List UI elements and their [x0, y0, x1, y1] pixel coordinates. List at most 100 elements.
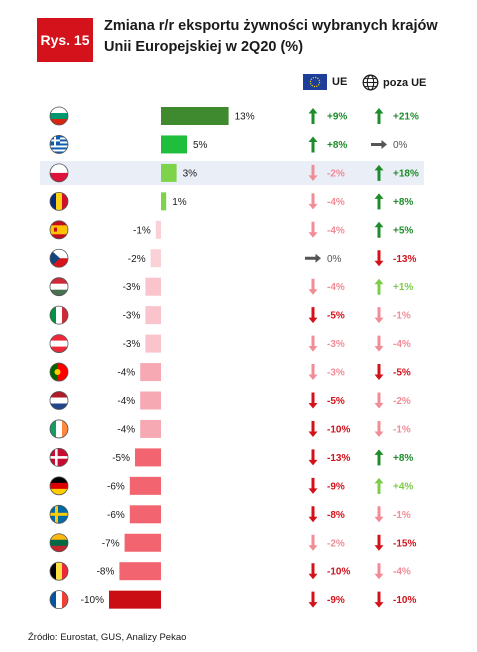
flag-dk-icon [49, 447, 69, 467]
chart-title: Zmiana r/r eksportu żywności wybranych k… [104, 18, 438, 55]
non-eu-up-light-arrow-icon [374, 477, 384, 494]
bar-es [155, 220, 161, 239]
value-label-hu: -3% [123, 282, 141, 293]
non-eu-change-es: +5% [393, 225, 413, 236]
eu-down-light-arrow-icon [308, 534, 318, 551]
bar-ro [161, 192, 167, 211]
non-eu-change-dk: +8% [393, 453, 413, 464]
eu-change-pt: -3% [327, 368, 345, 379]
eu-change-at: -3% [327, 339, 345, 350]
legend-eu-label: UE [332, 76, 348, 88]
non-eu-change-ie: -1% [393, 424, 411, 435]
figure-number: Rys. 15 [40, 32, 90, 48]
globe-icon [362, 74, 379, 91]
value-label-bg: 13% [235, 112, 255, 123]
eu-change-ro: -4% [327, 197, 345, 208]
eu-change-hu: -4% [327, 282, 345, 293]
eu-change-lt: -2% [327, 538, 345, 549]
non-eu-down-light-arrow-icon [374, 506, 384, 523]
bar-fr [109, 590, 161, 609]
source-note: Źródło: Eurostat, GUS, Analizy Pekao [28, 632, 187, 643]
non-eu-down-arrow-icon [374, 364, 384, 381]
bar-be [119, 562, 161, 581]
eu-change-es: -4% [327, 225, 345, 236]
non-eu-change-se: -1% [393, 510, 411, 521]
flag-it-icon [49, 305, 69, 325]
eu-change-pl: -2% [327, 168, 345, 179]
non-eu-flat-arrow-icon [371, 139, 387, 149]
value-label-dk: -5% [112, 453, 130, 464]
bar-lt [124, 533, 161, 552]
eu-change-it: -5% [327, 311, 345, 322]
eu-change-cz: 0% [327, 254, 342, 265]
non-eu-up-arrow-icon [374, 108, 384, 124]
non-eu-change-cz: -13% [393, 254, 416, 265]
value-label-ie: -4% [117, 424, 135, 435]
eu-down-arrow-icon [308, 591, 318, 608]
flag-ro-icon [49, 191, 69, 211]
flag-at-icon [49, 334, 69, 354]
non-eu-up-light-arrow-icon [374, 278, 384, 295]
value-label-gr: 5% [193, 140, 208, 151]
eu-down-light-arrow-icon [308, 364, 318, 381]
non-eu-up-arrow-icon [374, 164, 384, 181]
figure-number-badge: Rys. 15 [37, 18, 93, 62]
non-eu-change-it: -1% [393, 311, 411, 322]
eu-change-de: -9% [327, 481, 345, 492]
eu-down-arrow-icon [308, 506, 318, 523]
non-eu-up-arrow-icon [374, 449, 384, 466]
value-label-at: -3% [123, 339, 141, 350]
non-eu-up-arrow-icon [374, 193, 384, 210]
non-eu-change-fr: -10% [393, 595, 416, 606]
bar-gr [161, 135, 187, 154]
legend-eu: UE [303, 74, 347, 90]
eu-down-light-arrow-icon [308, 278, 318, 295]
eu-down-arrow-icon [308, 477, 318, 494]
bar-pl [161, 163, 177, 182]
flag-cz-icon [49, 248, 69, 268]
eu-up-arrow-icon [308, 136, 318, 153]
non-eu-change-be: -4% [393, 567, 411, 578]
non-eu-down-arrow-icon [374, 534, 384, 551]
eu-down-light-arrow-icon [308, 164, 318, 181]
eu-down-light-arrow-icon [308, 221, 318, 238]
value-label-pl: 3% [183, 168, 198, 179]
eu-flat-arrow-icon [305, 253, 321, 263]
eu-change-dk: -13% [327, 453, 350, 464]
flag-bg-icon [49, 106, 69, 126]
non-eu-down-light-arrow-icon [374, 307, 384, 324]
value-label-se: -6% [107, 510, 125, 521]
non-eu-up-arrow-icon [374, 221, 384, 238]
bar-se [129, 505, 161, 524]
bar-it [145, 306, 161, 325]
flag-be-icon [49, 561, 69, 581]
eu-down-arrow-icon [308, 449, 318, 466]
legend-non-eu-label: poza UE [383, 76, 427, 89]
value-label-cz: -2% [128, 254, 146, 265]
legend-non-eu: poza UE [362, 74, 426, 91]
bar-ie [140, 419, 161, 438]
non-eu-change-lt: -15% [393, 538, 416, 549]
bar-de [129, 476, 161, 495]
eu-down-arrow-icon [308, 307, 318, 324]
non-eu-down-light-arrow-icon [374, 392, 384, 409]
eu-change-be: -10% [327, 567, 350, 578]
non-eu-change-pl: +18% [393, 168, 419, 179]
bar-dk [135, 448, 161, 467]
eu-up-arrow-icon [308, 108, 318, 124]
eu-down-light-arrow-icon [308, 335, 318, 352]
eu-down-arrow-icon [308, 563, 318, 580]
flag-es-icon [49, 220, 69, 240]
flag-se-icon [49, 504, 69, 524]
flag-fr-icon [49, 590, 69, 610]
eu-flag-icon [303, 74, 327, 90]
non-eu-down-light-arrow-icon [374, 420, 384, 437]
eu-change-nl: -5% [327, 396, 345, 407]
non-eu-down-light-arrow-icon [374, 335, 384, 352]
value-label-it: -3% [123, 311, 141, 322]
non-eu-down-arrow-icon [374, 250, 384, 267]
value-label-nl: -4% [117, 396, 135, 407]
value-label-be: -8% [97, 567, 115, 578]
non-eu-change-bg: +21% [393, 112, 419, 123]
eu-change-fr: -9% [327, 595, 345, 606]
